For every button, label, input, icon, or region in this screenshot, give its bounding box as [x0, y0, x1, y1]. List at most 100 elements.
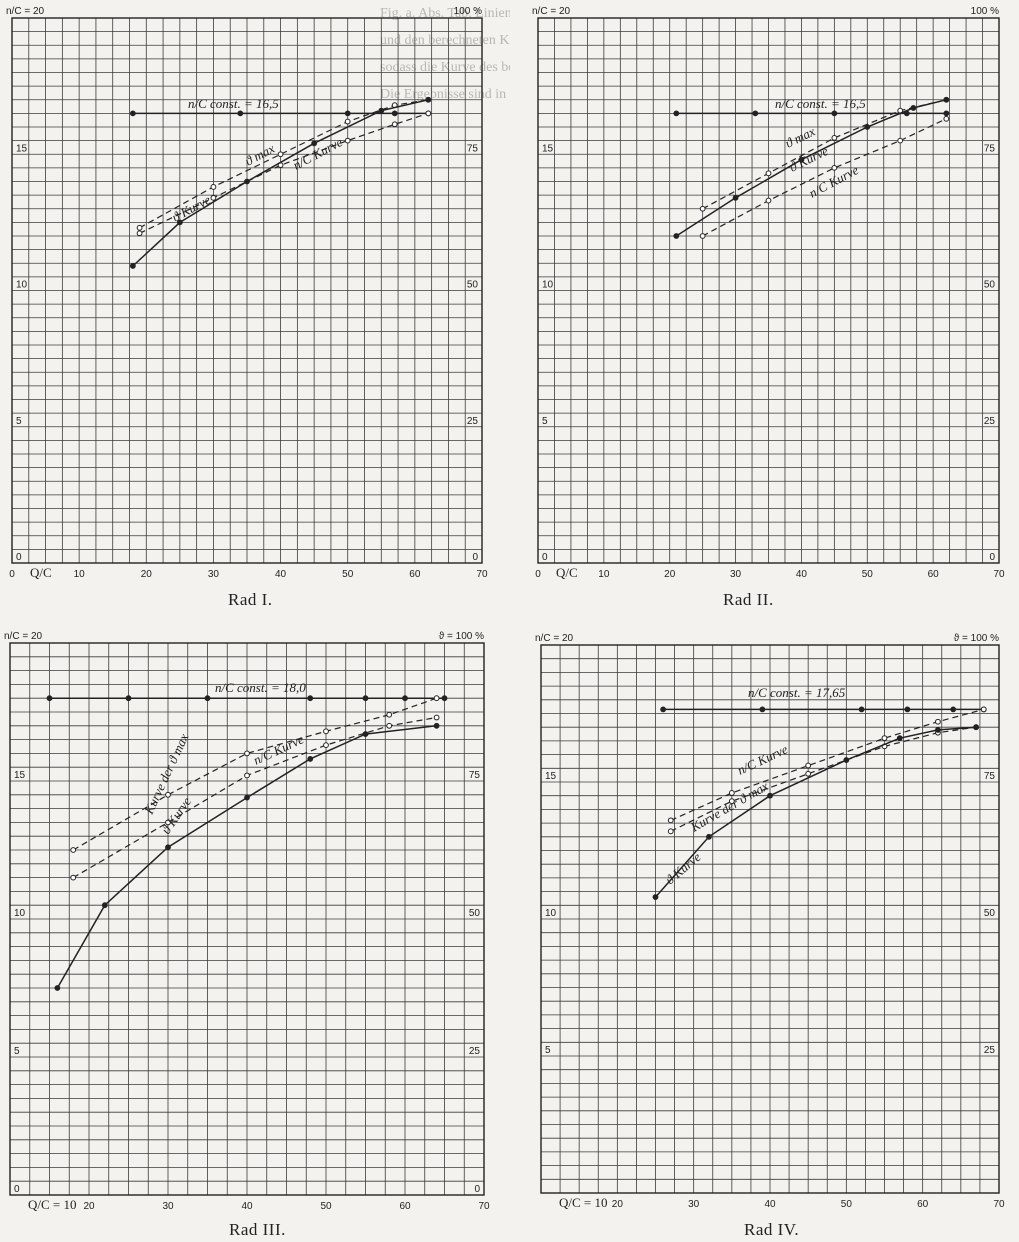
y-tick-label: 5	[14, 1046, 20, 1057]
x-tick-label: 20	[83, 1201, 95, 1212]
data-point	[699, 233, 706, 239]
data-point	[391, 110, 398, 117]
y-tick-label: 10	[16, 280, 28, 291]
data-point	[767, 792, 773, 799]
series-line-2	[139, 99, 429, 229]
x-tick-label: 10	[74, 569, 86, 580]
data-point	[752, 110, 759, 117]
data-point	[935, 727, 941, 733]
caption-rad-ii: Rad II.	[723, 590, 774, 609]
data-point	[943, 115, 950, 122]
x-tick-label: 40	[764, 1199, 776, 1210]
y-tick-label: 5	[545, 1045, 551, 1056]
data-point	[652, 894, 659, 900]
y-tick-label: 5	[542, 416, 548, 427]
plot-frame	[11, 17, 483, 564]
x-tick-label: 20	[141, 569, 153, 580]
series-line-3	[670, 726, 977, 832]
x-tick-label: 30	[162, 1201, 174, 1212]
data-point	[935, 718, 941, 725]
y-right-tick-label: 50	[469, 908, 481, 919]
x-tick-label: 10	[598, 569, 610, 580]
y-axis-label: n/C = 20	[6, 6, 45, 17]
series-annotation: n/C Kurve	[251, 731, 306, 767]
data-point	[831, 164, 838, 171]
y-axis-label: n/C = 20	[4, 631, 43, 642]
right-axis-label: 100 %	[454, 6, 482, 17]
data-point	[667, 828, 674, 835]
data-point	[101, 902, 108, 909]
data-point	[125, 695, 132, 702]
y-tick-label: 0	[542, 552, 548, 563]
data-point	[136, 230, 143, 237]
x-axis-label: Q/C = 10	[28, 1197, 77, 1212]
data-point	[307, 695, 314, 702]
series-line-4	[132, 99, 429, 267]
data-point	[425, 96, 432, 103]
plot-frame	[537, 17, 1000, 564]
x-tick-label: 60	[928, 569, 940, 580]
chart-svg-rad-i: 0 10 20 30 40 50 60 70 0 5 10 15 0 25 50 75 n/C = 20 100 …	[6, 6, 488, 580]
x-tick-label: 0	[9, 569, 15, 580]
data-point	[765, 170, 772, 177]
data-point	[728, 790, 735, 796]
data-point	[165, 791, 171, 798]
series-line-3	[675, 99, 947, 237]
background-text: Fig. a. Abs. Tab. Linien wurden dann zwi…	[380, 6, 510, 102]
plot-frame	[540, 644, 1000, 1194]
right-axis-label: 100 %	[971, 6, 999, 17]
data-point	[765, 197, 772, 204]
series-annotation: ϑ Kurve	[169, 192, 213, 225]
chart-svg-rad-iii: 20 30 40 50 60 70 0 5 10 15 0 25 50 75 n/C = 20 ϑ = 100…	[4, 631, 490, 1212]
y-tick-label: 0	[16, 552, 22, 563]
x-tick-label: 50	[342, 569, 354, 580]
data-point	[244, 794, 250, 801]
series-annotation: ϑ Kurve	[662, 849, 704, 887]
data-point	[244, 750, 250, 757]
data-point	[323, 728, 329, 735]
data-point	[391, 121, 398, 128]
data-point	[980, 706, 987, 713]
y-right-tick-label: 0	[472, 552, 478, 563]
data-point	[433, 714, 440, 721]
data-point	[244, 178, 250, 185]
series-annotation: n/C Kurve	[290, 134, 345, 173]
chart-panel-rad-i: 0 10 20 30 40 50 60 70 0 5 10 15 0 25 50 75 n/C = 20 100 …	[0, 0, 510, 620]
caption-rad-iv: Rad IV.	[744, 1220, 800, 1239]
data-point	[706, 833, 712, 840]
data-point	[344, 118, 351, 125]
chart-panel-rad-iii: 20 30 40 50 60 70 0 5 10 15 0 25 50 75 n/C = 20 ϑ = 100…	[0, 625, 510, 1242]
series-annotation: ϑ Kurve	[158, 794, 194, 837]
y-right-tick-label: 50	[467, 280, 479, 291]
data-point	[176, 219, 183, 226]
x-tick-label: 60	[399, 1201, 411, 1212]
series-annotation: n/C const. = 16,5	[188, 96, 279, 111]
data-point	[864, 124, 871, 130]
data-point	[307, 756, 314, 762]
data-point	[673, 233, 680, 239]
data-point	[237, 110, 244, 117]
plot-frame	[9, 642, 485, 1196]
data-point	[943, 110, 950, 117]
data-point	[402, 695, 408, 702]
data-point	[881, 735, 888, 742]
data-point	[362, 695, 369, 702]
data-point	[433, 695, 440, 702]
data-point	[54, 985, 61, 991]
y-right-tick-label: 0	[989, 552, 995, 563]
caption-rad-i: Rad I.	[228, 590, 273, 609]
y-axis-label: n/C = 20	[535, 633, 574, 644]
series-annotation: n/C const. = 16,5	[775, 96, 866, 111]
data-point	[910, 105, 917, 111]
series-line-3	[139, 112, 429, 234]
x-tick-label: 40	[275, 569, 287, 580]
x-tick-label: 30	[730, 569, 742, 580]
series-line-3	[72, 716, 437, 879]
data-point	[858, 706, 865, 713]
data-point	[831, 110, 838, 117]
data-point	[805, 762, 812, 769]
data-point	[441, 695, 448, 702]
y-right-tick-label: 25	[984, 1045, 996, 1056]
y-right-tick-label: 25	[469, 1046, 481, 1057]
data-point	[165, 844, 171, 851]
